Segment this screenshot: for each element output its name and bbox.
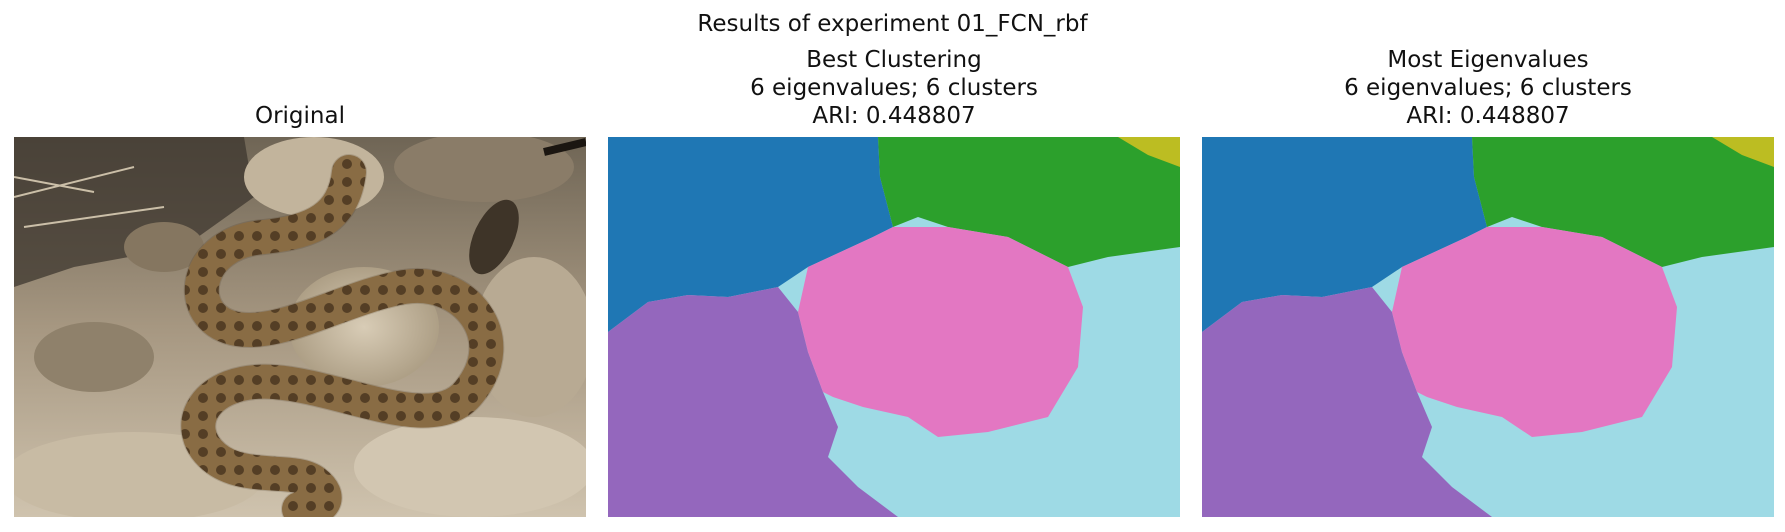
- panel-title-best: Best Clustering 6 eigenvalues; 6 cluster…: [608, 46, 1180, 130]
- most-title-line2: 6 eigenvalues; 6 clusters: [1344, 75, 1632, 101]
- most-title-line1: Most Eigenvalues: [1387, 47, 1589, 73]
- original-snake-image: [14, 137, 586, 517]
- best-title-line1: Best Clustering: [806, 47, 982, 73]
- best-clustering-segmentation: [608, 137, 1180, 517]
- panel-title-original: Original: [14, 102, 586, 130]
- original-title: Original: [254, 103, 345, 129]
- panel-title-most: Most Eigenvalues 6 eigenvalues; 6 cluste…: [1202, 46, 1774, 130]
- best-title-line2: 6 eigenvalues; 6 clusters: [750, 75, 1038, 101]
- figure-suptitle: Results of experiment 01_FCN_rbf: [697, 11, 1088, 37]
- most-eigenvalues-segmentation: [1202, 137, 1774, 517]
- best-title-line3: ARI: 0.448807: [812, 103, 976, 129]
- most-title-line3: ARI: 0.448807: [1406, 103, 1570, 129]
